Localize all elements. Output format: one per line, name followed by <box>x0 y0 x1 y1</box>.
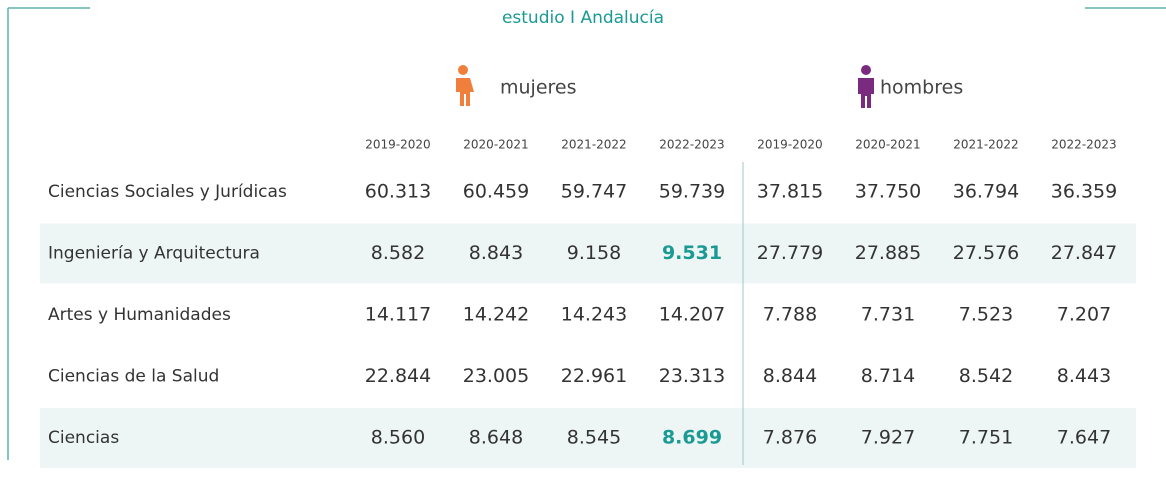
cell: 60.313 <box>365 181 431 203</box>
row-shade <box>40 223 1136 284</box>
column-header: 2020-2021 <box>855 138 920 152</box>
female-icon <box>456 65 474 106</box>
column-header: 2019-2020 <box>757 138 822 152</box>
cell: 36.794 <box>953 181 1019 203</box>
row-label: Ciencias Sociales y Jurídicas <box>48 182 287 202</box>
cell: 14.243 <box>561 304 627 326</box>
cell: 9.531 <box>662 242 722 264</box>
cell: 23.313 <box>659 365 725 387</box>
cell: 8.545 <box>567 427 621 449</box>
cell: 22.844 <box>365 365 431 387</box>
cell: 8.582 <box>371 242 425 264</box>
cell: 7.876 <box>763 427 817 449</box>
cell: 60.459 <box>463 181 529 203</box>
subtitle: estudio I Andalucía <box>502 8 664 28</box>
cell: 8.844 <box>763 365 817 387</box>
cell: 7.927 <box>861 427 915 449</box>
column-header: 2019-2020 <box>365 138 430 152</box>
cell: 37.750 <box>855 181 921 203</box>
cell: 8.699 <box>662 427 722 449</box>
cell: 8.443 <box>1057 365 1111 387</box>
cell: 27.847 <box>1051 242 1117 264</box>
column-header: 2020-2021 <box>463 138 528 152</box>
cell: 59.739 <box>659 181 725 203</box>
cell: 8.714 <box>861 365 915 387</box>
cell: 8.648 <box>469 427 523 449</box>
column-header: 2021-2022 <box>561 138 626 152</box>
column-header: 2021-2022 <box>953 138 1018 152</box>
cell: 9.158 <box>567 242 621 264</box>
group-label: mujeres <box>500 77 577 99</box>
row-shade <box>40 408 1136 468</box>
cell: 27.885 <box>855 242 921 264</box>
column-header: 2022-2023 <box>1051 138 1116 152</box>
cell: 7.751 <box>959 427 1013 449</box>
cell: 7.731 <box>861 304 915 326</box>
group-label: hombres <box>880 77 963 99</box>
cell: 7.788 <box>763 304 817 326</box>
column-header: 2022-2023 <box>659 138 724 152</box>
cell: 59.747 <box>561 181 627 203</box>
male-icon <box>858 65 874 108</box>
cell: 27.576 <box>953 242 1019 264</box>
rows <box>40 223 1136 468</box>
cell: 7.647 <box>1057 427 1111 449</box>
cell: 36.359 <box>1051 181 1117 203</box>
cell: 14.242 <box>463 304 529 326</box>
cell: 37.815 <box>757 181 823 203</box>
cell: 23.005 <box>463 365 529 387</box>
row-label: Ciencias de la Salud <box>48 367 219 387</box>
cell: 8.542 <box>959 365 1013 387</box>
cell: 14.117 <box>365 304 431 326</box>
row-label: Ciencias <box>48 428 119 448</box>
cell: 8.560 <box>371 427 425 449</box>
cell: 7.523 <box>959 304 1013 326</box>
row-label: Ingeniería y Arquitectura <box>48 244 260 264</box>
cell: 7.207 <box>1057 304 1111 326</box>
row-label: Artes y Humanidades <box>48 305 231 325</box>
cell: 8.843 <box>469 242 523 264</box>
cell: 22.961 <box>561 365 627 387</box>
cell: 14.207 <box>659 304 725 326</box>
cell: 27.779 <box>757 242 823 264</box>
